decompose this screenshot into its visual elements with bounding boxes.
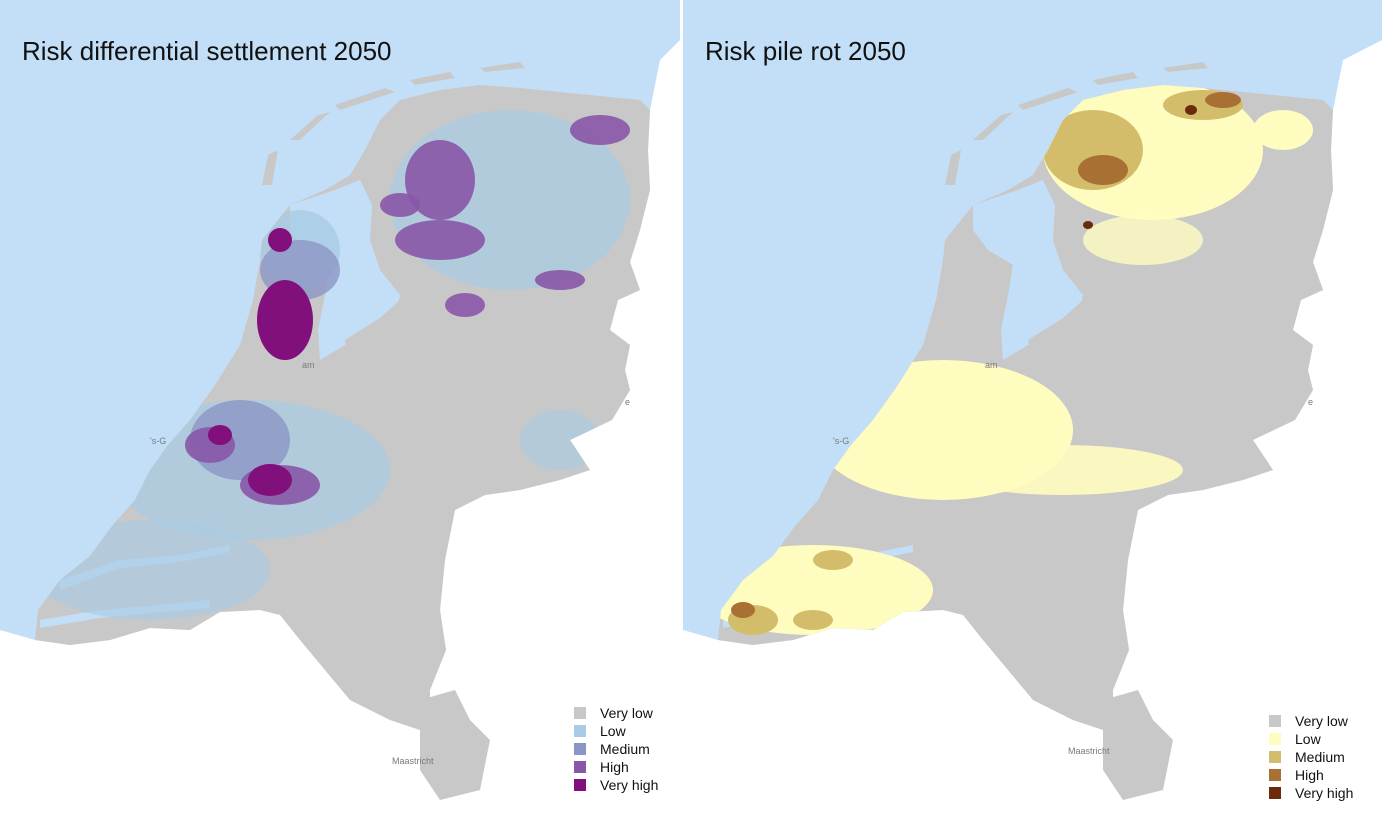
legend-swatch-very-high	[574, 779, 586, 791]
terschelling-island	[335, 88, 395, 110]
legend-label: Very high	[600, 777, 659, 793]
legend-swatch-high	[574, 761, 586, 773]
zone-low-friesland-south	[1083, 215, 1203, 265]
map-differential-settlement	[0, 0, 680, 817]
city-label-maastricht: Maastricht	[392, 756, 434, 766]
legend-label: High	[600, 759, 629, 775]
zone-veryhigh-nh	[257, 280, 313, 360]
legend-label: Very low	[1295, 713, 1348, 729]
panel-divider	[680, 0, 683, 817]
limburg-land	[1103, 690, 1173, 800]
zone-high-1	[1078, 155, 1128, 185]
neighbouring-countries	[0, 40, 680, 817]
legend-label: High	[1295, 767, 1324, 783]
map-panel-differential-settlement: Risk differential settlement 2050 's-G a…	[0, 0, 680, 817]
zone-veryhigh-leiden	[208, 425, 232, 445]
city-label-east: e	[1308, 397, 1314, 407]
legend-label: Medium	[1295, 749, 1345, 765]
city-label-den-haag: 's-G	[833, 436, 850, 446]
legend: Very low Low Medium High Very high	[1263, 708, 1360, 806]
zone-veryhigh-1	[1185, 105, 1197, 115]
schiermonnikoog-island	[1163, 62, 1208, 72]
zone-high-friesland-south	[395, 220, 485, 260]
flevoland	[345, 300, 420, 385]
vlieland-island	[290, 112, 330, 140]
legend-item: High	[1269, 766, 1353, 784]
legend-swatch-medium	[1269, 751, 1281, 763]
texel-island	[262, 150, 278, 185]
map-panel-pile-rot: Risk pile rot 2050 's-G am e Maastricht …	[683, 0, 1382, 817]
legend-item: Very high	[574, 776, 658, 794]
zone-high-groningen	[570, 115, 630, 145]
legend-item: Medium	[1269, 748, 1353, 766]
map-title: Risk differential settlement 2050	[22, 36, 392, 66]
legend-item: Low	[574, 722, 658, 740]
legend-swatch-low	[574, 725, 586, 737]
zone-high-5	[445, 293, 485, 317]
texel-island	[945, 150, 961, 185]
legend-item: Very high	[1269, 784, 1353, 802]
zone-high-4	[535, 270, 585, 290]
zone-low-east	[520, 410, 600, 470]
ijsselmeer-lake	[973, 180, 1083, 360]
legend-item: High	[574, 758, 658, 776]
terschelling-island	[1018, 88, 1078, 110]
vlieland-island	[973, 112, 1013, 140]
zone-low-rivers	[943, 445, 1183, 495]
legend-item: Very low	[574, 704, 658, 722]
zone-medium-zeeland-3	[793, 610, 833, 630]
ameland-island	[410, 72, 455, 85]
zone-veryhigh-nh-north	[268, 228, 292, 252]
zone-high-friesland	[405, 140, 475, 220]
map-title: Risk pile rot 2050	[705, 36, 906, 66]
legend-swatch-low	[1269, 733, 1281, 745]
limburg-land	[420, 690, 490, 800]
zone-high-3	[1205, 92, 1241, 108]
legend-label: Very high	[1295, 785, 1354, 801]
legend-label: Very low	[600, 705, 653, 721]
neighbouring-countries	[683, 40, 1382, 817]
city-label-amsterdam: am	[985, 360, 998, 370]
zone-high-3	[380, 193, 420, 217]
city-label-den-haag: 's-G	[150, 436, 167, 446]
legend-swatch-very-low	[574, 707, 586, 719]
legend-swatch-very-high	[1269, 787, 1281, 799]
city-label-amsterdam: am	[302, 360, 315, 370]
legend-label: Low	[1295, 731, 1321, 747]
legend-label: Low	[600, 723, 626, 739]
city-label-east: e	[625, 397, 631, 407]
zone-low-groningen	[1253, 110, 1313, 150]
legend-swatch-medium	[574, 743, 586, 755]
legend-label: Medium	[600, 741, 650, 757]
city-label-maastricht: Maastricht	[1068, 746, 1110, 756]
zone-veryhigh-gh	[248, 464, 292, 496]
ameland-island	[1093, 72, 1138, 85]
legend-item: Very low	[1269, 712, 1353, 730]
legend: Very low Low Medium High Very high	[568, 700, 665, 798]
schiermonnikoog-island	[480, 62, 525, 72]
legend-item: Low	[1269, 730, 1353, 748]
legend-swatch-very-low	[1269, 715, 1281, 727]
flevoland	[1028, 300, 1103, 385]
zone-high-2	[731, 602, 755, 618]
legend-item: Medium	[574, 740, 658, 758]
zone-veryhigh-2	[1083, 221, 1093, 229]
map-pile-rot	[683, 0, 1382, 817]
zone-medium-zeeland-2	[813, 550, 853, 570]
legend-swatch-high	[1269, 769, 1281, 781]
